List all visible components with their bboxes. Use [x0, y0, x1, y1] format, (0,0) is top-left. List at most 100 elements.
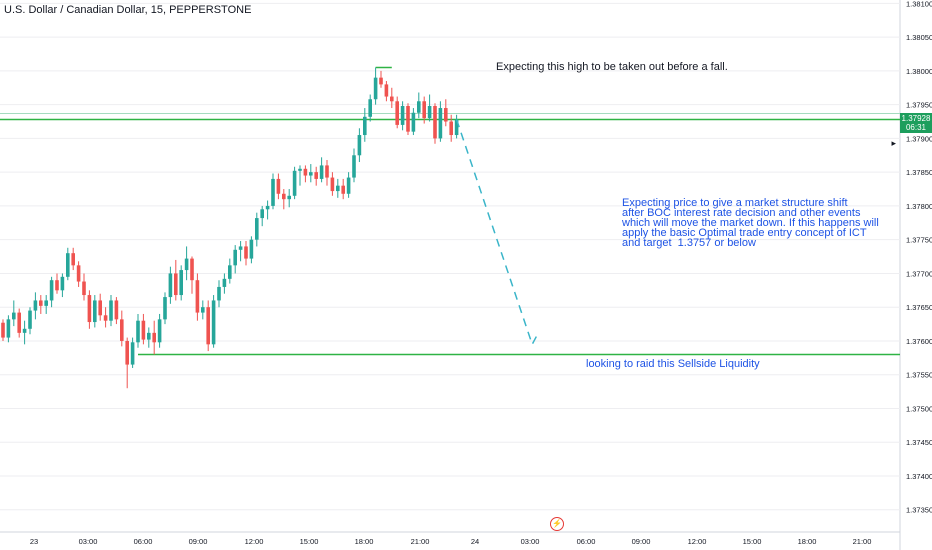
candle-body — [163, 297, 167, 320]
candle-body — [28, 310, 32, 329]
candle-body — [363, 116, 367, 136]
candle — [303, 165, 308, 183]
candle — [244, 241, 248, 266]
candle-body — [319, 165, 324, 179]
candle-body — [444, 108, 448, 122]
projection-path — [455, 119, 539, 347]
candle — [309, 164, 313, 183]
candle — [444, 99, 448, 127]
y-tick-label: 1.37800 — [906, 202, 932, 211]
candle — [157, 313, 162, 348]
x-tick-label: 06:00 — [134, 537, 153, 546]
candle — [292, 166, 297, 200]
x-tick-label: 21:00 — [411, 537, 430, 546]
candle — [287, 189, 291, 208]
y-tick-label: 1.37650 — [906, 303, 932, 312]
candle-body — [330, 177, 335, 192]
candle — [363, 108, 367, 142]
time-axis: 23 03:00 06:00 09:00 12:00 15:00 18:00 21:00 24 0… — [30, 537, 872, 546]
x-tick-label: 12:00 — [245, 537, 264, 546]
candle — [55, 273, 59, 294]
candle — [141, 313, 146, 345]
candle-body — [449, 121, 453, 136]
candle-body — [238, 246, 243, 250]
candle-body — [422, 101, 426, 119]
candle-body — [244, 246, 248, 259]
candle — [179, 265, 183, 301]
candle — [233, 245, 237, 274]
candle — [417, 92, 421, 119]
liquidity-note[interactable]: looking to raid this Sellside Liquidity — [586, 358, 760, 370]
candle — [184, 246, 189, 281]
candle-body — [93, 300, 97, 323]
candle — [249, 236, 254, 264]
candle — [276, 173, 281, 200]
candle-body — [417, 101, 421, 113]
candle-body — [276, 178, 281, 194]
candle — [384, 81, 389, 102]
candle-body — [136, 320, 140, 343]
candle-body — [179, 270, 183, 296]
candle-body — [379, 77, 383, 85]
y-tick-label: 1.37900 — [906, 134, 932, 143]
candle-body — [336, 185, 340, 192]
lightning-icon[interactable]: ⚡ — [550, 517, 564, 531]
x-tick-label: 12:00 — [688, 537, 707, 546]
candle — [346, 172, 351, 198]
candle-body — [373, 77, 378, 100]
candle-body — [201, 307, 205, 313]
x-tick-label: 09:00 — [632, 537, 651, 546]
candle — [93, 295, 97, 328]
candle — [211, 295, 216, 348]
candle-body — [141, 320, 146, 340]
candle — [217, 280, 221, 308]
candle — [438, 101, 443, 142]
candle-body — [309, 172, 313, 176]
y-tick-label: 1.37850 — [906, 168, 932, 177]
candle — [190, 256, 194, 294]
candle — [373, 67, 378, 105]
candle-body — [98, 300, 102, 316]
candle-body — [103, 315, 108, 321]
x-tick-label: 03:00 — [521, 537, 540, 546]
high-note[interactable]: Expecting this high to be taken out befo… — [496, 61, 728, 73]
candle — [39, 295, 43, 314]
candle-body — [184, 258, 189, 271]
candle — [147, 327, 151, 348]
candle — [49, 276, 54, 308]
candle — [163, 292, 167, 325]
candle — [136, 313, 140, 348]
candle-body — [454, 119, 459, 136]
candle — [330, 172, 335, 196]
candle-body — [55, 280, 59, 291]
candle — [319, 157, 324, 183]
candle-body — [76, 265, 81, 282]
alert-arrow-icon[interactable]: ▸ — [891, 138, 896, 148]
structure-note-line: which will move the market down. If this… — [622, 217, 879, 229]
candle-body — [190, 258, 194, 281]
x-tick-label: 09:00 — [189, 537, 208, 546]
y-tick-label: 1.37500 — [906, 404, 932, 413]
candle-body — [1, 322, 5, 338]
candle-body — [341, 185, 345, 194]
y-tick-label: 1.37350 — [906, 506, 932, 515]
candle-body — [125, 340, 129, 365]
structure-note-line: after BOC interest rate decision and oth… — [622, 207, 861, 219]
candle-body — [271, 178, 275, 206]
candle-body — [33, 300, 38, 311]
candle — [400, 101, 405, 131]
candle — [130, 337, 135, 368]
candle-body — [352, 155, 356, 178]
candle — [271, 173, 275, 210]
structure-note-line: Expecting price to give a market structu… — [622, 197, 848, 209]
candle — [238, 241, 243, 262]
candle-body — [368, 99, 372, 117]
candle-body — [260, 209, 264, 219]
candle-body — [265, 205, 270, 210]
candle-body — [211, 300, 216, 345]
structure-note-line: apply the basic Optimal trade entry conc… — [622, 227, 867, 239]
x-tick-label: 06:00 — [577, 537, 596, 546]
candle — [152, 320, 156, 355]
levels — [0, 66, 900, 356]
